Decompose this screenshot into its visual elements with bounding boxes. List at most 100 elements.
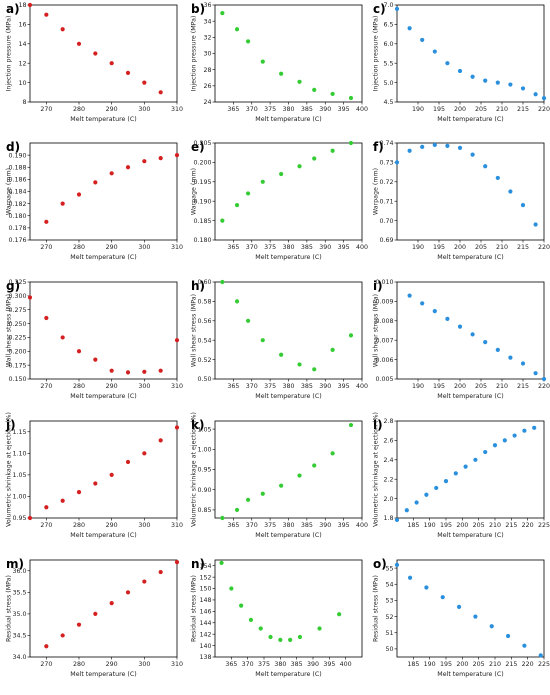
x-axis-label: Melt temperature (C) xyxy=(437,116,503,123)
panel-letter: i) xyxy=(373,279,383,293)
data-point xyxy=(60,498,65,503)
panel-letter: j) xyxy=(5,418,16,432)
y-tick-label: 35.5 xyxy=(12,590,26,597)
y-tick-label: 0.54 xyxy=(197,337,211,344)
data-point xyxy=(502,438,507,443)
x-tick-label: 205 xyxy=(473,661,485,668)
y-tick-label: 2.0 xyxy=(383,496,393,503)
x-axis-label: Melt temperature (C) xyxy=(255,532,321,539)
plot-frame xyxy=(214,420,363,519)
plot-frame xyxy=(396,420,545,519)
y-axis-label: Residual stress (MPa) xyxy=(373,575,380,642)
chart-panel-i: i) 190 195 200 205 210 215 220 0.005 0.006 0.007 0.… xyxy=(373,279,550,400)
y-tick-label: 0.50 xyxy=(197,376,211,383)
data-point xyxy=(456,604,462,609)
data-point xyxy=(457,68,463,74)
data-point xyxy=(158,438,163,443)
data-point xyxy=(473,457,478,462)
y-axis-label: Volumetric shrinkage at ejection (%) xyxy=(373,412,380,527)
data-point xyxy=(394,6,400,11)
x-tick-label: 310 xyxy=(171,106,183,113)
x-tick-label: 200 xyxy=(454,383,466,390)
x-tick-label: 300 xyxy=(138,244,150,251)
panel-letter: e) xyxy=(191,140,205,154)
x-tick-label: 290 xyxy=(106,661,118,668)
data-point xyxy=(394,517,400,523)
data-point xyxy=(279,171,284,177)
x-tick-label: 365 xyxy=(227,383,239,390)
y-tick-label: 1.05 xyxy=(12,472,26,479)
data-point xyxy=(44,219,49,224)
panel-letter: o) xyxy=(373,557,387,571)
x-tick-label: 190 xyxy=(424,661,436,668)
data-point xyxy=(337,612,342,617)
data-point xyxy=(533,222,538,227)
x-tick-label: 205 xyxy=(475,244,487,251)
data-point xyxy=(394,562,400,567)
data-point xyxy=(348,140,354,146)
x-axis-label: Melt temperature (C) xyxy=(255,116,321,123)
x-tick-label: 205 xyxy=(473,522,485,529)
x-tick-label: 400 xyxy=(356,522,368,529)
y-tick-label: 0.180 xyxy=(8,213,26,220)
chart-panel-a: a) 270 280 290 300 310 8 10 12 14 16 18 Melt tempera… xyxy=(6,2,184,123)
data-point xyxy=(220,279,225,285)
data-point xyxy=(125,165,131,170)
data-point xyxy=(174,153,180,158)
data-point xyxy=(142,451,147,456)
data-point xyxy=(76,349,82,354)
x-axis-label: Melt temperature (C) xyxy=(437,254,503,261)
y-tick-label: 24 xyxy=(203,99,211,106)
data-point xyxy=(234,27,240,32)
y-tick-label: 0.150 xyxy=(8,376,26,383)
data-point xyxy=(279,483,284,488)
x-tick-label: 380 xyxy=(282,522,294,529)
x-tick-label: 290 xyxy=(106,522,118,529)
x-axis-label: Melt temperature (C) xyxy=(70,532,136,539)
x-tick-label: 300 xyxy=(138,522,150,529)
plot-frame xyxy=(29,559,178,658)
data-point xyxy=(317,626,322,631)
data-point xyxy=(93,51,98,56)
data-point xyxy=(445,143,450,149)
y-tick-label: 0.195 xyxy=(193,179,211,186)
x-tick-label: 195 xyxy=(440,661,452,668)
data-point xyxy=(330,148,335,153)
data-point xyxy=(44,505,49,510)
data-point xyxy=(538,653,543,658)
x-tick-label: 400 xyxy=(356,383,368,390)
data-point xyxy=(508,189,513,194)
chart-panel-m: m) 270 280 290 300 310 34.0 34.5 35.0 35.5 36.0 Mel… xyxy=(6,557,184,678)
y-tick-label: 35.0 xyxy=(12,611,26,618)
x-tick-label: 215 xyxy=(517,383,529,390)
x-tick-label: 370 xyxy=(246,106,258,113)
plot-frame xyxy=(29,281,178,380)
x-tick-label: 195 xyxy=(433,383,445,390)
panel-letter: g) xyxy=(6,279,20,293)
y-axis-label: Warpage (mm) xyxy=(373,168,380,215)
x-tick-label: 375 xyxy=(264,383,276,390)
y-tick-label: 0.70 xyxy=(379,218,393,225)
data-point xyxy=(432,142,437,148)
data-point xyxy=(278,637,283,642)
y-tick-label: 0.72 xyxy=(379,179,393,186)
x-tick-label: 220 xyxy=(538,106,550,113)
data-point xyxy=(330,347,335,352)
data-point xyxy=(288,637,293,642)
data-point xyxy=(76,192,82,197)
y-tick-label: 16 xyxy=(18,22,26,29)
data-point xyxy=(260,491,265,496)
data-point xyxy=(142,369,147,374)
y-tick-label: 6.0 xyxy=(383,41,393,48)
x-tick-label: 270 xyxy=(40,661,52,668)
x-tick-label: 210 xyxy=(496,106,508,113)
x-axis-label: Melt temperature (C) xyxy=(70,254,136,261)
x-axis-label: Melt temperature (C) xyxy=(437,393,503,400)
x-axis-label: Melt temperature (C) xyxy=(255,254,321,261)
data-point xyxy=(432,309,437,314)
y-tick-label: 0.186 xyxy=(8,177,26,184)
data-point xyxy=(76,490,82,495)
y-axis-label: Injection pressure (MPa) xyxy=(6,16,13,92)
data-point xyxy=(470,152,475,157)
data-point xyxy=(407,293,412,298)
